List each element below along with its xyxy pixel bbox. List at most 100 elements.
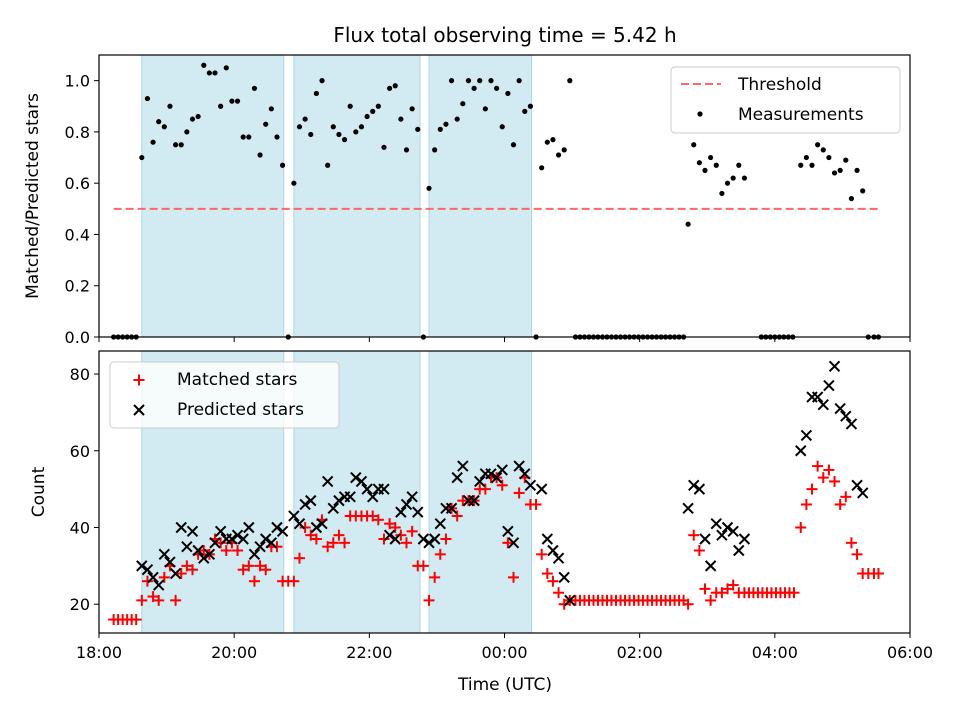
measurement-point bbox=[251, 85, 258, 91]
measurement-point bbox=[268, 106, 274, 112]
matched-star-point bbox=[170, 594, 182, 606]
matched-star-point bbox=[141, 575, 153, 587]
measurement-point bbox=[358, 124, 365, 130]
matched-star-point bbox=[699, 583, 711, 595]
predicted-star-point bbox=[834, 402, 846, 415]
measurement-point bbox=[257, 152, 263, 158]
measurement-point bbox=[218, 103, 224, 109]
measurement-point bbox=[212, 70, 218, 76]
measurement-point bbox=[172, 142, 179, 148]
predicted-star-point bbox=[811, 391, 824, 403]
matched-star-point bbox=[812, 460, 824, 472]
top-y-ticks: 0.0 0.2 0.4 0.6 0.8 1.0 bbox=[65, 72, 99, 347]
measurement-point bbox=[347, 103, 353, 109]
measurement-point bbox=[398, 116, 404, 122]
predicted-star-point bbox=[276, 525, 289, 538]
measurement-point bbox=[201, 62, 207, 68]
measurement-point bbox=[426, 185, 432, 191]
predicted-star-point bbox=[237, 533, 249, 545]
predicted-star-point bbox=[823, 379, 835, 392]
matched-star-point bbox=[440, 533, 452, 545]
y-tick-label: 0.0 bbox=[65, 328, 90, 347]
predicted-star-point bbox=[727, 525, 739, 538]
predicted-star-point bbox=[716, 529, 728, 541]
matched-stars-legend-label: Matched stars bbox=[177, 370, 297, 390]
bottom-y-ticks: 20 40 60 80 bbox=[70, 365, 99, 614]
measurement-point bbox=[161, 124, 167, 130]
predicted-star-point bbox=[147, 571, 159, 584]
matched-star-point bbox=[434, 548, 446, 560]
predicted-star-point bbox=[485, 468, 497, 480]
measurement-point bbox=[826, 154, 832, 161]
measurement-point bbox=[336, 131, 342, 138]
matched-star-point bbox=[795, 521, 807, 533]
predicted-star-point bbox=[445, 502, 458, 515]
predicted-star-point bbox=[845, 418, 858, 430]
top-panel: 0.0 0.2 0.4 0.6 0.8 1.0 Matched/Predicted sta… bbox=[23, 54, 911, 347]
matched-star-point bbox=[333, 529, 345, 541]
matched-star-point bbox=[406, 525, 418, 537]
predicted-star-point bbox=[305, 494, 317, 507]
measurement-point bbox=[803, 154, 809, 161]
measurement-point bbox=[854, 167, 860, 173]
matched-stars-points bbox=[108, 460, 884, 626]
predicted-star-point bbox=[502, 525, 514, 538]
predicted-star-point bbox=[254, 540, 266, 553]
predicted-star-point bbox=[293, 517, 306, 530]
top-y-axis-label: Matched/Predicted stars bbox=[23, 93, 43, 299]
matched-star-point bbox=[401, 537, 413, 549]
predicted-star-point bbox=[231, 529, 244, 541]
predicted-star-point bbox=[378, 483, 390, 495]
matched-star-point bbox=[423, 594, 435, 606]
predicted-star-point bbox=[361, 483, 373, 495]
matched-star-point bbox=[800, 498, 812, 510]
predicted-star-point bbox=[428, 533, 441, 545]
predicted-star-point bbox=[310, 521, 323, 534]
measurement-point bbox=[477, 78, 483, 84]
predicted-star-point bbox=[316, 517, 328, 530]
matched-star-point bbox=[372, 514, 384, 526]
measurement-point bbox=[516, 78, 522, 84]
predicted-star-point bbox=[541, 533, 554, 545]
measurement-point bbox=[544, 139, 550, 145]
measurement-point bbox=[831, 170, 838, 176]
bottom-panel: 18:00 20:00 22:00 00:00 02:00 04:00 06:00 20 40… bbox=[29, 350, 933, 695]
predicted-star-point bbox=[243, 521, 255, 534]
predicted-star-point bbox=[547, 544, 559, 557]
matched-star-point bbox=[727, 579, 739, 591]
predicted-star-point bbox=[817, 399, 829, 411]
measurement-point bbox=[567, 78, 573, 84]
measurement-point bbox=[482, 106, 488, 112]
measurement-point bbox=[815, 142, 821, 148]
measurement-point bbox=[234, 98, 241, 104]
matched-star-point bbox=[215, 537, 227, 549]
measurement-point bbox=[156, 119, 162, 125]
matched-star-point bbox=[722, 583, 734, 595]
matched-star-point bbox=[840, 491, 852, 503]
matched-star-point bbox=[872, 568, 884, 580]
top-legend: Threshold Measurements bbox=[670, 66, 901, 134]
measurement-point bbox=[550, 137, 556, 143]
predicted-star-point bbox=[333, 494, 345, 507]
predicted-star-point bbox=[513, 460, 525, 472]
measurement-point bbox=[494, 85, 500, 91]
measurements-legend-swatch bbox=[697, 111, 703, 117]
measurement-point bbox=[280, 162, 286, 168]
measurement-point bbox=[443, 121, 449, 127]
measurement-point bbox=[454, 116, 460, 122]
measurement-point bbox=[505, 90, 511, 97]
predicted-star-point bbox=[169, 567, 182, 580]
matched-star-point bbox=[502, 537, 514, 549]
measurement-point bbox=[499, 124, 505, 130]
matched-star-point bbox=[260, 564, 272, 576]
predicted-star-point bbox=[412, 506, 424, 518]
measurement-point bbox=[308, 131, 314, 138]
measurement-point bbox=[409, 106, 415, 112]
matched-star-point bbox=[271, 541, 283, 553]
measurement-point bbox=[370, 108, 376, 114]
matched-star-point bbox=[558, 598, 570, 610]
measurement-point bbox=[375, 103, 381, 109]
top-x-ticks bbox=[98, 337, 911, 342]
matched-star-point bbox=[547, 575, 559, 587]
